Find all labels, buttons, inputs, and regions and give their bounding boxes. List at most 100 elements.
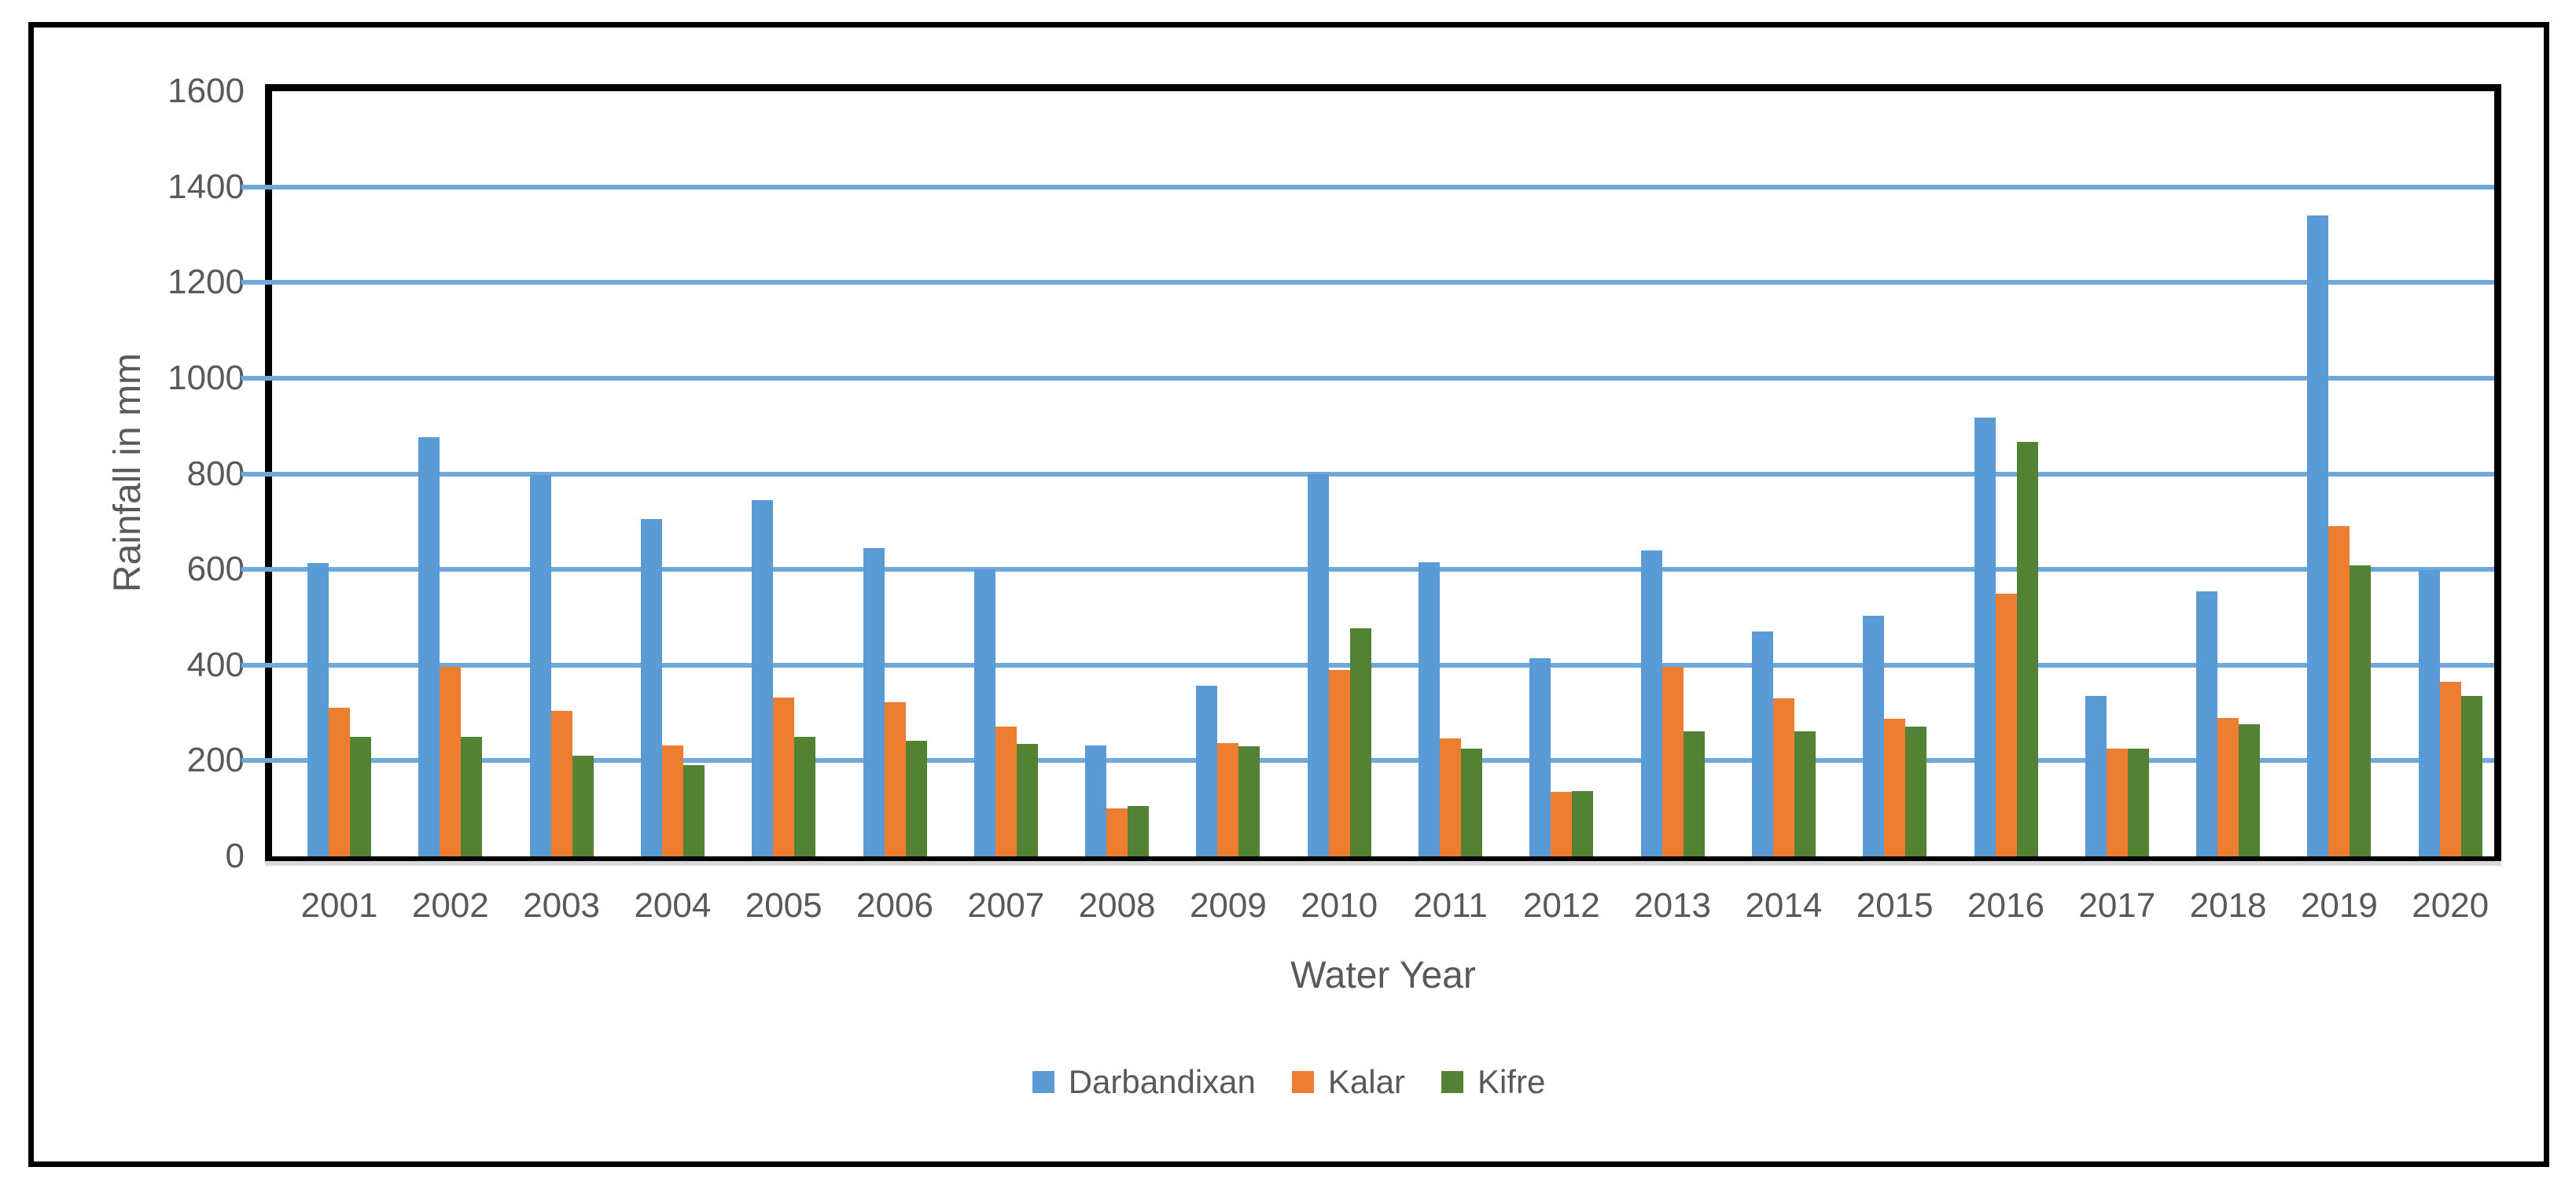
bar-kalar-2001 — [329, 708, 350, 856]
bar-kifre-2012 — [1572, 790, 1594, 856]
bar-group-2011 — [1419, 562, 1482, 856]
bar-kifre-2014 — [1794, 731, 1816, 856]
bar-kifre-2019 — [2350, 565, 2372, 856]
y-tick-label-200: 200 — [186, 741, 245, 780]
bar-group-2004 — [640, 519, 705, 856]
x-tick-label-2003: 2003 — [523, 886, 601, 925]
bar-kifre-2005 — [794, 736, 816, 856]
bar-group-2019 — [2307, 215, 2372, 856]
bar-kifre-2009 — [1238, 746, 1260, 856]
x-tick-label-2017: 2017 — [2078, 886, 2156, 925]
bar-kifre-2007 — [1016, 744, 1038, 856]
y-tick-label-1400: 1400 — [167, 167, 245, 206]
legend-marker-kalar — [1291, 1071, 1314, 1093]
legend-item-kifre: Kifre — [1441, 1064, 1545, 1100]
legend-marker-kifre — [1441, 1071, 1463, 1093]
x-tick-label-2001: 2001 — [300, 886, 378, 925]
bar-group-2009 — [1196, 685, 1260, 856]
bar-group-2015 — [1863, 616, 1927, 856]
y-tick-label-1600: 1600 — [167, 72, 245, 110]
bar-kalar-2009 — [1217, 742, 1239, 856]
bar-group-2007 — [973, 569, 1038, 856]
x-tick-label-2005: 2005 — [745, 886, 822, 925]
x-tick-label-2016: 2016 — [1967, 886, 2044, 925]
legend-label-kalar: Kalar — [1327, 1063, 1405, 1100]
bar-kifre-2016 — [2016, 441, 2038, 856]
bar-darbandixan-2020 — [2418, 570, 2440, 856]
x-tick-label-2007: 2007 — [967, 886, 1045, 925]
bar-group-2008 — [1085, 745, 1150, 856]
bar-darbandixan-2002 — [418, 436, 440, 856]
legend-item-darbandixan: Darbandixan — [1032, 1064, 1256, 1100]
gridline-1200 — [241, 280, 2494, 285]
x-tick-label-2009: 2009 — [1189, 886, 1267, 925]
y-tick-label-1200: 1200 — [167, 263, 245, 302]
bar-darbandixan-2006 — [863, 547, 885, 856]
bar-group-2018 — [2196, 591, 2261, 856]
bar-darbandixan-2011 — [1419, 562, 1440, 856]
bar-group-2020 — [2418, 570, 2482, 856]
x-tick-label-2020: 2020 — [2412, 886, 2490, 925]
bar-group-2017 — [2085, 696, 2149, 856]
gridline-800 — [241, 471, 2494, 477]
bar-darbandixan-2004 — [640, 519, 662, 856]
y-tick-label-1000: 1000 — [167, 358, 245, 397]
x-tick-label-2018: 2018 — [2189, 886, 2267, 925]
chart-legend: Darbandixan Kalar Kifre — [34, 1064, 2544, 1100]
bar-kalar-2011 — [1440, 738, 1461, 856]
legend-label-kifre: Kifre — [1477, 1063, 1546, 1100]
x-tick-label-2010: 2010 — [1301, 886, 1378, 925]
bar-group-2010 — [1307, 473, 1371, 856]
bar-kalar-2007 — [995, 726, 1017, 856]
bar-kalar-2004 — [661, 745, 683, 856]
bar-kifre-2003 — [572, 756, 594, 856]
x-tick-label-2008: 2008 — [1078, 886, 1156, 925]
bar-kalar-2020 — [2439, 682, 2461, 856]
bar-group-2005 — [752, 499, 816, 856]
bar-group-2012 — [1529, 657, 1594, 856]
bar-kalar-2002 — [440, 666, 462, 856]
bar-kifre-2006 — [905, 740, 927, 856]
bar-darbandixan-2003 — [529, 475, 551, 856]
bar-group-2013 — [1640, 550, 1705, 856]
bar-darbandixan-2010 — [1307, 473, 1329, 856]
bar-kalar-2019 — [2328, 526, 2350, 856]
bar-darbandixan-2013 — [1640, 550, 1662, 856]
x-axis-labels: 2001 2002 2003 2004 2005 2006 2007 2008 2009 2010… — [272, 886, 2494, 933]
bar-group-2006 — [863, 547, 927, 856]
bar-kifre-2010 — [1349, 628, 1371, 856]
plot-area — [241, 84, 2501, 866]
y-tick-label-600: 600 — [186, 550, 245, 589]
x-tick-label-2012: 2012 — [1522, 886, 1600, 925]
bar-darbandixan-2007 — [973, 569, 995, 856]
bar-kifre-2018 — [2239, 723, 2261, 856]
gridline-1400 — [241, 184, 2494, 190]
bar-kifre-2002 — [461, 736, 483, 856]
bar-kalar-2003 — [550, 710, 572, 856]
y-axis-labels: 0 200 400 600 800 1000 1200 1400 1600 — [34, 74, 245, 874]
bar-kifre-2011 — [1461, 749, 1482, 856]
bar-kalar-2012 — [1551, 791, 1573, 856]
bar-kifre-2015 — [1905, 726, 1927, 856]
bar-darbandixan-2019 — [2307, 215, 2329, 856]
bar-group-2003 — [529, 475, 594, 856]
bar-kifre-2013 — [1683, 731, 1705, 856]
legend-marker-darbandixan — [1032, 1071, 1054, 1093]
legend-label-darbandixan: Darbandixan — [1068, 1063, 1256, 1100]
bar-kalar-2015 — [1884, 718, 1906, 856]
bar-kifre-2020 — [2460, 696, 2482, 856]
bar-kifre-2017 — [2127, 749, 2149, 856]
y-tick-label-400: 400 — [186, 645, 245, 684]
bar-kalar-2013 — [1662, 667, 1684, 856]
bar-kalar-2005 — [773, 698, 795, 856]
x-tick-label-2013: 2013 — [1634, 886, 1712, 925]
x-tick-label-2011: 2011 — [1413, 886, 1488, 925]
x-axis-title: Water Year — [1290, 955, 1476, 996]
bar-darbandixan-2017 — [2085, 696, 2107, 856]
plot-inner — [241, 91, 2501, 866]
legend-item-kalar: Kalar — [1291, 1063, 1405, 1100]
bar-kalar-2014 — [1772, 698, 1794, 856]
bar-group-2016 — [1974, 418, 2038, 856]
gridline-1000 — [241, 375, 2494, 381]
y-tick-label-0: 0 — [225, 837, 245, 875]
